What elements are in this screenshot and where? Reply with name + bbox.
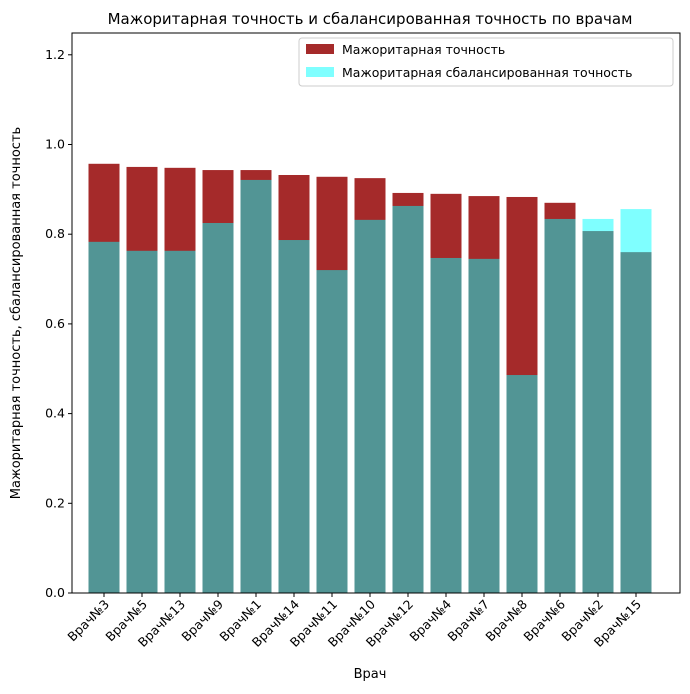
y-axis-label: Мажоритарная точность, сбалансированная …: [9, 127, 24, 499]
y-tick-label: 1.2: [45, 47, 65, 62]
y-tick-label: 0.4: [45, 406, 65, 421]
y-tick-label: 0.0: [45, 585, 65, 600]
x-axis-label: Врач: [354, 667, 387, 682]
chart-title: Мажоритарная точность и сбалансированная…: [108, 10, 633, 28]
legend: Мажоритарная точность Мажоритарная сбала…: [298, 37, 674, 87]
plot-frame: [71, 32, 681, 594]
y-tick-label: 0.6: [45, 316, 65, 331]
bar-balanced-0: [88, 241, 120, 593]
bar-balanced-10: [468, 258, 500, 593]
bar-balanced-9: [430, 257, 462, 593]
bar-balanced-12: [544, 218, 576, 594]
legend-swatch-majority: [306, 44, 334, 54]
bar-balanced-8: [392, 205, 424, 593]
bar-balanced-3: [202, 222, 234, 594]
legend-label-balanced: Мажоритарная сбалансированная точность: [342, 65, 632, 80]
bar-balanced-1: [126, 250, 158, 593]
bar-balanced-11: [506, 375, 538, 593]
legend-swatch-balanced: [306, 67, 334, 77]
bar-balanced-13: [582, 218, 614, 594]
y-tick-label: 0.8: [45, 226, 65, 241]
bar-balanced-4: [240, 179, 272, 593]
bar-balanced-5: [278, 240, 310, 593]
bar-balanced-14: [620, 209, 652, 594]
bar-balanced-2: [164, 250, 196, 593]
y-tick-label: 0.2: [45, 495, 65, 510]
legend-label-majority: Мажоритарная точность: [342, 42, 505, 57]
y-tick-label: 1.0: [45, 137, 65, 152]
bar-balanced-6: [316, 270, 348, 593]
bar-balanced-7: [354, 219, 386, 593]
